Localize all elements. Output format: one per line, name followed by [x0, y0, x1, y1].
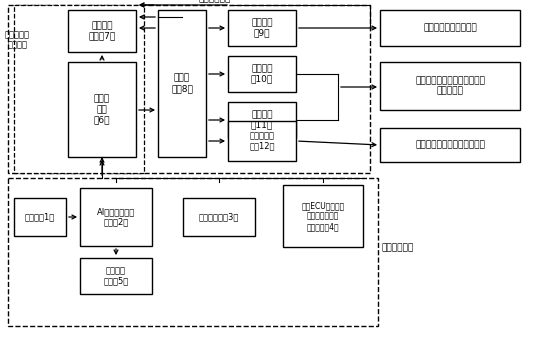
Text: 巡航行驶装
置（12）: 巡航行驶装 置（12） [249, 131, 275, 151]
Bar [14, 198, 66, 236]
Bar [228, 102, 296, 138]
Text: 对外发出求救信号，控制车速: 对外发出求救信号，控制车速 [415, 141, 485, 150]
Text: 控制电
路（8）: 控制电 路（8） [171, 74, 193, 93]
Bar [8, 178, 378, 326]
Text: 信息储存
模块（5）: 信息储存 模块（5） [103, 266, 129, 286]
Text: 信号执行系统: 信号执行系统 [199, 0, 231, 3]
Bar [380, 128, 520, 162]
Bar [80, 188, 152, 246]
Bar [228, 56, 296, 92]
Text: 车载音响
（9）: 车载音响 （9） [251, 18, 273, 38]
Text: 信息收集系统: 信息收集系统 [382, 244, 414, 252]
Bar [68, 62, 136, 157]
Bar [228, 10, 296, 46]
Text: 摄像头（1）: 摄像头（1） [25, 213, 55, 222]
Bar [183, 198, 255, 236]
Text: AI面部表情识别
模块（2）: AI面部表情识别 模块（2） [97, 207, 135, 227]
Text: 信息处理与
分析系统: 信息处理与 分析系统 [5, 30, 30, 50]
Text: 车载ECU（电子控
制器单元）信息
收集模块（4）: 车载ECU（电子控 制器单元）信息 收集模块（4） [301, 201, 345, 231]
Text: 触控显示
屏幕（7）: 触控显示 屏幕（7） [88, 21, 116, 41]
Bar [228, 121, 296, 161]
Text: 车载传感器（3）: 车载传感器（3） [199, 213, 239, 222]
Bar [380, 10, 520, 46]
Bar [380, 62, 520, 110]
Text: 给予驾驶员适当的信息: 给予驾驶员适当的信息 [423, 24, 477, 33]
Text: 车载蓝牙
（11）: 车载蓝牙 （11） [251, 110, 273, 130]
Bar [14, 5, 144, 173]
Bar [158, 10, 206, 157]
Text: 车载空调
（10）: 车载空调 （10） [251, 64, 273, 84]
Bar [283, 185, 363, 247]
Text: 语音提醒，调节车内温度，播
放舒缓音乐: 语音提醒，调节车内温度，播 放舒缓音乐 [415, 76, 485, 96]
Bar [8, 5, 370, 173]
Bar [68, 10, 136, 52]
Bar [80, 258, 152, 294]
Text: 嵌入式
系统
（6）: 嵌入式 系统 （6） [94, 95, 110, 125]
